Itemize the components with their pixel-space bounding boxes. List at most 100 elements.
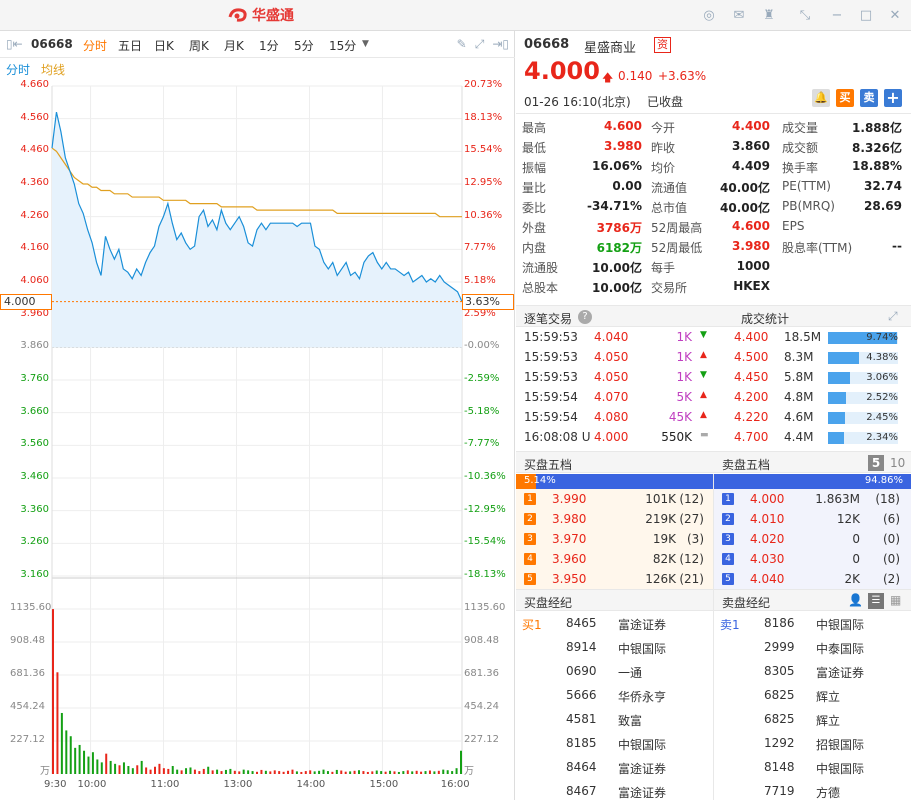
tick-time: 15:59:54: [524, 390, 578, 404]
chart-labels: 4.660 20.73% 4.560 18.13% 4.460 15.54% 4.360 12…: [0, 31, 515, 800]
volume-bar: [335, 769, 338, 774]
bid-price: 3.990: [552, 492, 587, 506]
shrink-icon[interactable]: ⤡: [799, 8, 811, 23]
tick-volume: 1K: [676, 350, 692, 364]
stat-label: 流通股: [522, 261, 559, 275]
pencil-icon[interactable]: ✎: [456, 37, 467, 51]
collapse-right-icon[interactable]: ⇥▯: [492, 37, 509, 51]
volume-bar: [313, 771, 316, 774]
shirt-icon[interactable]: ♜: [763, 8, 775, 23]
broker-name: 中银国际: [618, 738, 667, 752]
volume-bar: [127, 766, 130, 774]
bid-row: [516, 509, 713, 529]
volume-bar: [185, 768, 188, 774]
volume-bar: [87, 756, 90, 774]
ask-price: 4.000: [750, 492, 785, 506]
intraday-chart[interactable]: [0, 31, 515, 800]
volume-bar: [211, 770, 214, 774]
volume-bar: [207, 766, 210, 774]
stat-value: 40.00亿: [720, 201, 770, 215]
volume-bar: [380, 771, 383, 774]
volume-bar: [193, 769, 196, 774]
current-price-tag: 4.000: [0, 293, 52, 310]
stat-label: 最低: [522, 141, 547, 155]
volume-bar: [65, 730, 68, 774]
tab-15min[interactable]: 15分: [329, 39, 357, 53]
expand-panel-icon[interactable]: ⤢: [888, 309, 898, 323]
bid-count: (27): [679, 512, 704, 526]
vol-tick-label: 454.24: [10, 701, 45, 712]
tab-1min[interactable]: 1分: [259, 39, 279, 53]
price-change: 0.140: [618, 69, 653, 83]
chevron-down-icon[interactable]: ▼: [362, 39, 369, 49]
broker-id: 8185: [566, 736, 597, 750]
person-icon[interactable]: 👤: [848, 593, 863, 607]
buy-button[interactable]: 买: [836, 89, 854, 107]
ask-level: 4: [722, 553, 734, 565]
tab-intraday[interactable]: 分时: [83, 39, 108, 53]
minimize-icon[interactable]: −: [831, 8, 843, 23]
tab-5min[interactable]: 5分: [294, 39, 314, 53]
list-view-icon[interactable]: ☰: [868, 593, 884, 609]
collapse-left-icon[interactable]: ▯⇤: [6, 37, 23, 51]
bid-ratio-fill: [516, 474, 537, 489]
broker-name: 一通: [618, 666, 643, 680]
toolbar-code: 06668: [31, 37, 73, 51]
ticks-title: 逐笔交易: [524, 312, 573, 326]
quote-code: 06668: [524, 37, 570, 52]
divider: [516, 113, 911, 114]
maximize-icon[interactable]: □: [859, 8, 873, 23]
volume-bar: [60, 712, 63, 774]
stat-label: 52周最低: [651, 241, 703, 255]
orderbook-header: 买盘五档 卖盘五档 5 10: [516, 451, 911, 473]
headset-icon[interactable]: ◎: [703, 8, 715, 23]
stat-value: 4.400: [732, 119, 770, 133]
bell-icon[interactable]: 🔔: [812, 89, 830, 107]
pct-tick-label: -2.59%: [464, 373, 500, 384]
volume-bar: [56, 672, 59, 774]
add-watchlist-button[interactable]: +: [884, 89, 902, 107]
tick-volume: 1K: [676, 370, 692, 384]
expand-icon[interactable]: ⤢: [474, 37, 485, 51]
volstat-pct: 4.38%: [866, 352, 898, 363]
volume-bar: [198, 771, 201, 774]
time-tick-label: 15:00: [369, 779, 399, 790]
price-tick-label: 3.660: [20, 405, 49, 417]
broker-id: 2999: [764, 640, 795, 654]
levels-10-button[interactable]: 10: [890, 456, 906, 470]
price-tick-label: 3.260: [20, 536, 49, 548]
tab-5day[interactable]: 五日: [118, 39, 143, 53]
volume-bar: [78, 744, 81, 774]
pct-tick-label: 18.13%: [464, 111, 503, 123]
pct-tick-label: 2.59%: [464, 307, 496, 319]
volume-bar: [282, 771, 285, 774]
help-icon[interactable]: ?: [578, 310, 592, 324]
volume-bar: [233, 770, 236, 774]
stat-label: 交易所: [651, 281, 688, 295]
stat-label: 成交量: [782, 121, 819, 135]
levels-5-button[interactable]: 5: [868, 455, 884, 471]
broker-id: 8148: [764, 760, 795, 774]
legend-price: 分时: [6, 63, 31, 77]
time-tick-label: 13:00: [223, 779, 253, 790]
tab-monthly-k[interactable]: 月K: [224, 39, 244, 53]
chart-pane: ▯⇤ 06668 分时 五日 日K 周K 月K 1分 5分 15分 ▼ ✎ ⤢ …: [0, 31, 515, 800]
tab-weekly-k[interactable]: 周K: [189, 39, 209, 53]
volume-bar: [318, 770, 321, 774]
broker-name: 富途证券: [618, 762, 667, 776]
mail-icon[interactable]: ✉: [733, 8, 745, 23]
stat-label: 换手率: [782, 161, 819, 175]
tab-daily-k[interactable]: 日K: [154, 39, 174, 53]
stat-value: 1000: [736, 259, 770, 273]
broker-name: 致富: [618, 714, 643, 728]
stat-label: 股息率(TTM): [782, 241, 853, 255]
close-icon[interactable]: ✕: [889, 8, 901, 23]
chart-legend: 分时 均线: [0, 58, 515, 78]
bid-ratio-pct: 5.14%: [524, 475, 556, 486]
volume-bar: [344, 771, 347, 774]
grid-view-icon[interactable]: ▦: [890, 593, 902, 607]
sell-button[interactable]: 卖: [860, 89, 878, 107]
ask-ratio-pct: 94.86%: [864, 475, 903, 486]
volstats-title: 成交统计: [741, 312, 790, 326]
vol-tick-label: 227.12: [10, 734, 45, 745]
